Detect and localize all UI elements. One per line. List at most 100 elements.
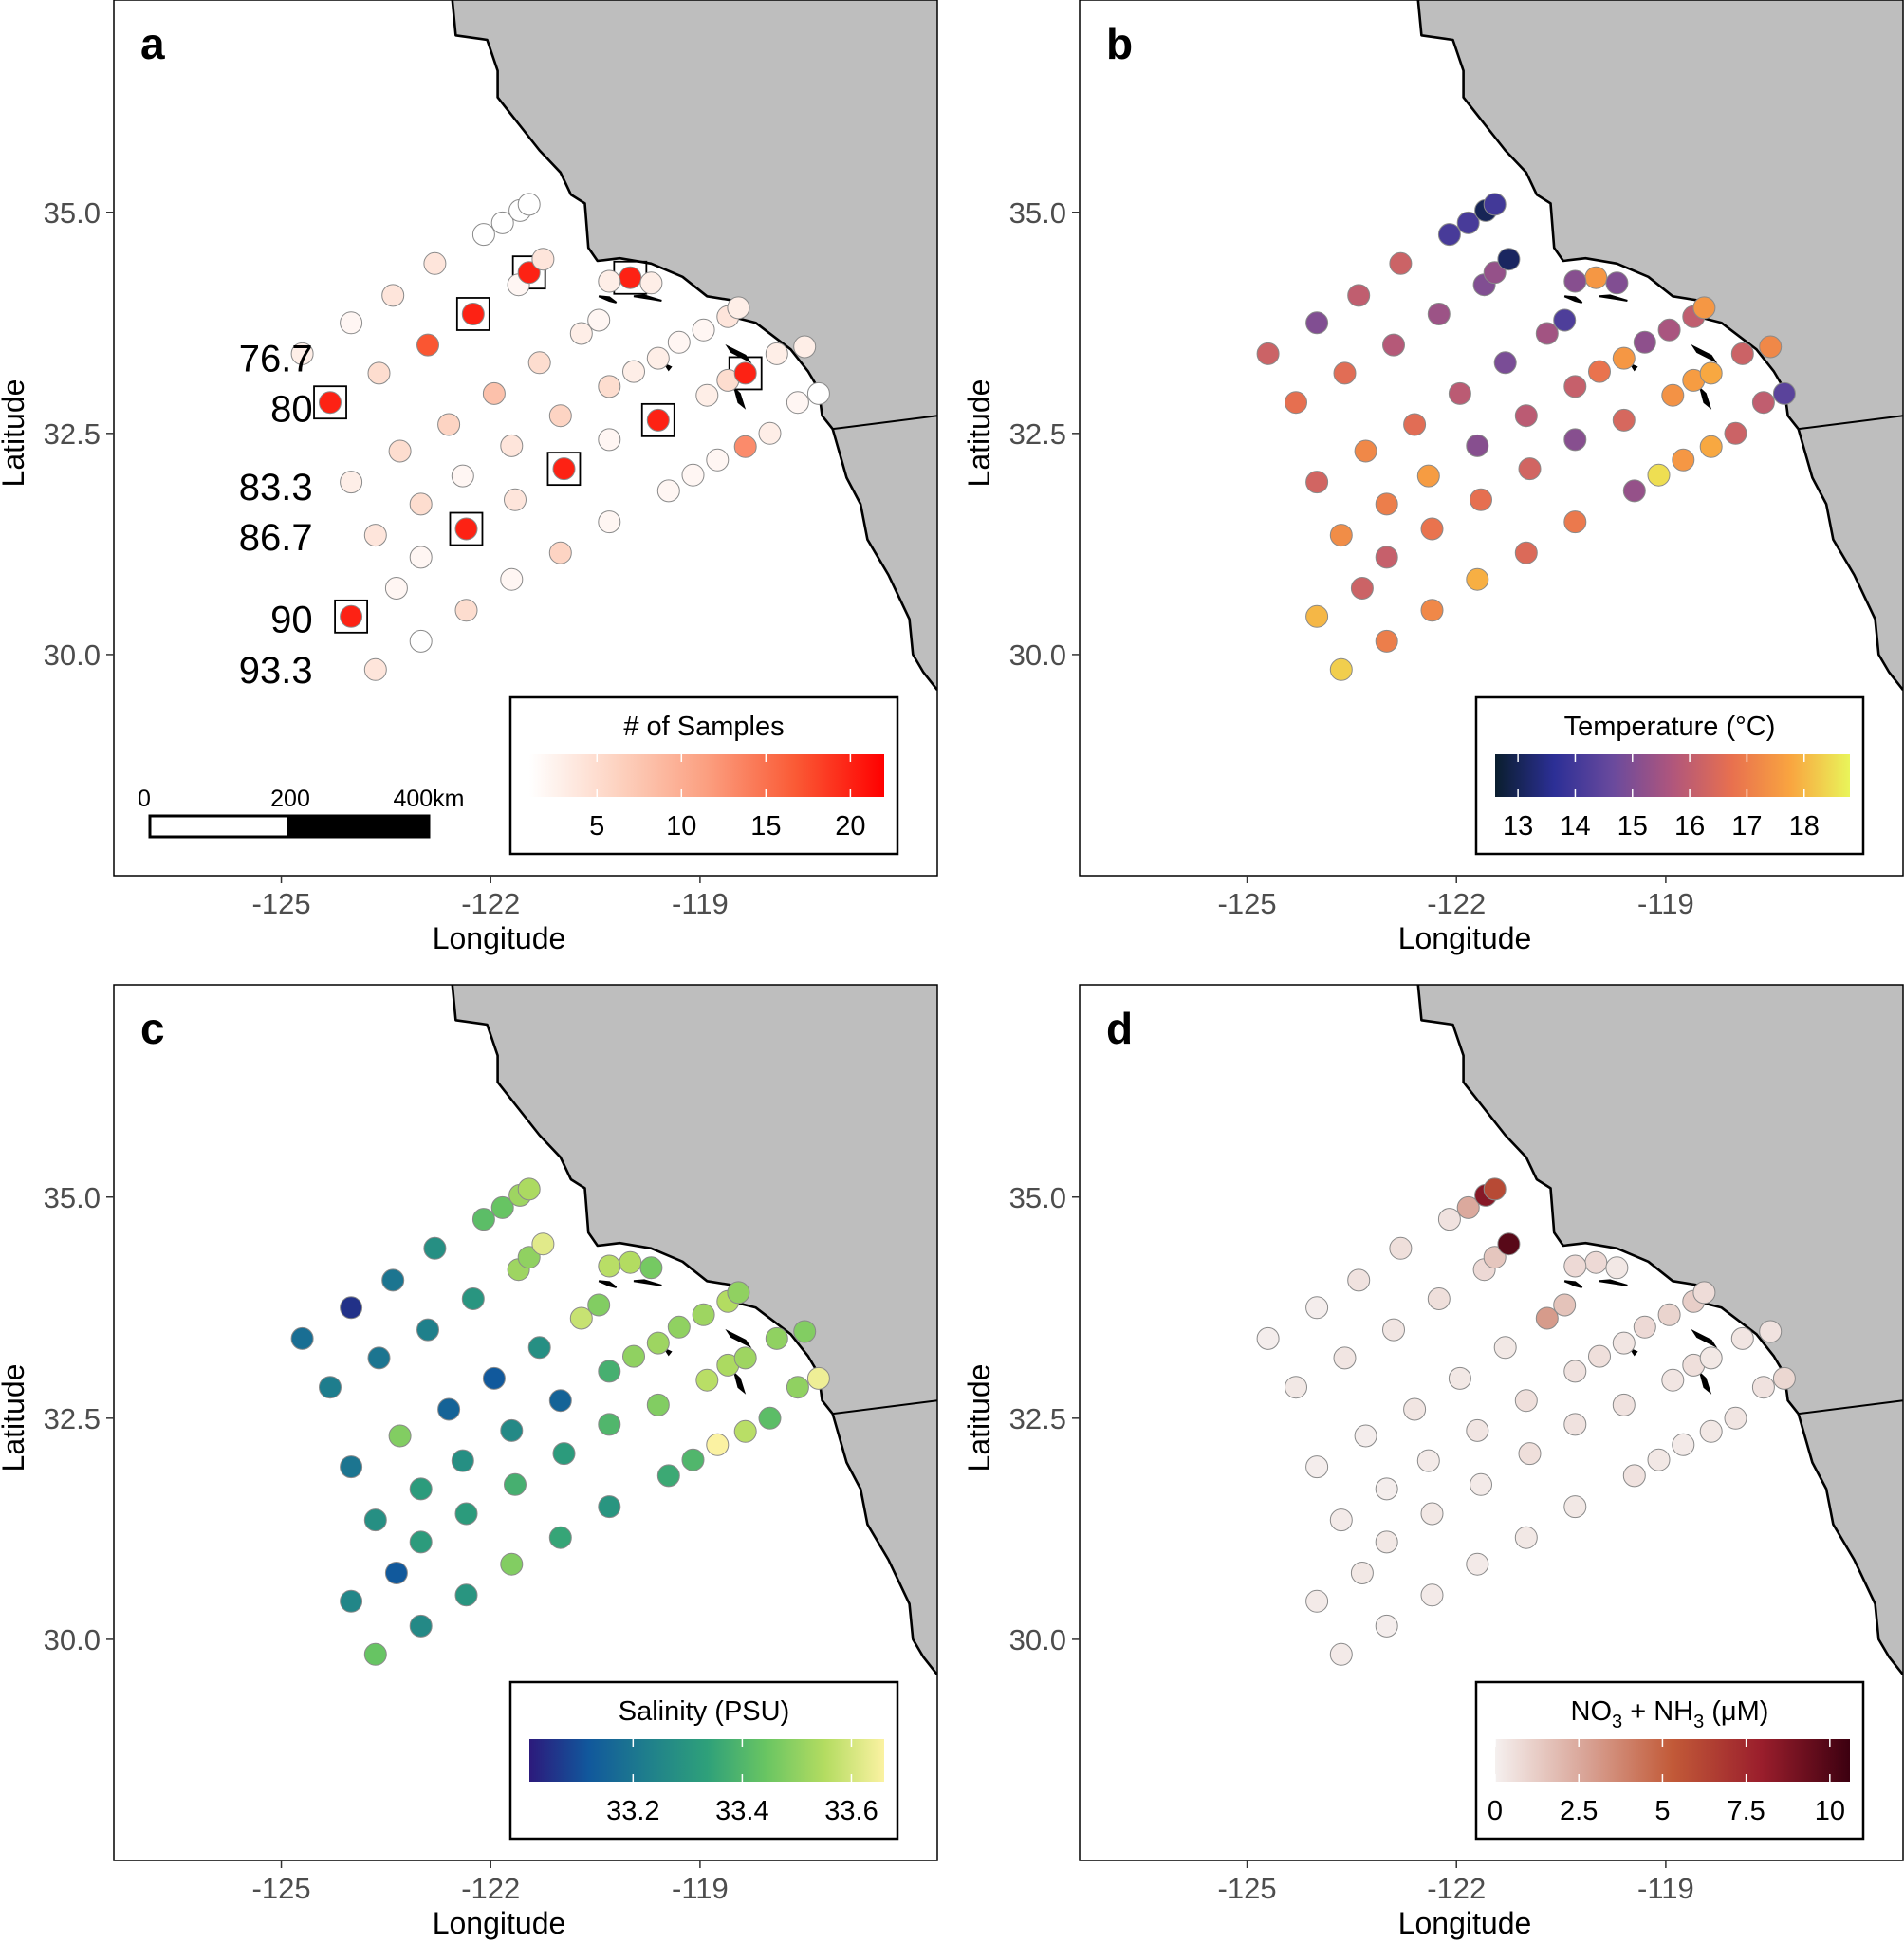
station-point bbox=[500, 567, 524, 591]
y-tick-label: 32.5 bbox=[44, 1402, 101, 1435]
land-b bbox=[1417, 0, 1903, 691]
station-point bbox=[1730, 1326, 1754, 1350]
station-box bbox=[449, 511, 484, 546]
station-point bbox=[504, 1472, 527, 1496]
station-point bbox=[1375, 546, 1398, 569]
station-point bbox=[1448, 381, 1471, 405]
station-point bbox=[367, 1346, 391, 1370]
legend-tick-label: 33.2 bbox=[606, 1796, 659, 1826]
panel-letter-c: c bbox=[140, 1004, 165, 1053]
station-point bbox=[363, 524, 387, 547]
scale-label-400km: 400km bbox=[393, 786, 464, 812]
station-point bbox=[531, 1232, 555, 1256]
station-point bbox=[727, 296, 750, 320]
station-point bbox=[1375, 629, 1398, 653]
station-point bbox=[1647, 463, 1671, 487]
legend-c: Salinity (PSU) 33.2 33.4 33.6 bbox=[508, 1680, 899, 1841]
station-point bbox=[363, 1642, 387, 1666]
legend-tick-label: 17 bbox=[1731, 811, 1762, 842]
station-point bbox=[1553, 308, 1577, 332]
station-point bbox=[758, 1406, 782, 1430]
y-tick-label: 32.5 bbox=[1009, 417, 1066, 451]
map-layer-a bbox=[451, 0, 937, 692]
station-point bbox=[471, 1208, 495, 1231]
x-tick-label: -125 bbox=[1218, 887, 1277, 920]
station-point bbox=[1563, 375, 1587, 398]
station-point bbox=[646, 408, 670, 432]
station-point bbox=[409, 629, 433, 653]
y-tick-label: 35.0 bbox=[44, 1181, 101, 1214]
station-point bbox=[1584, 266, 1608, 289]
line-label-76-7: 76.7 bbox=[239, 339, 313, 380]
station-point bbox=[461, 1287, 485, 1310]
y-tick-label: 30.0 bbox=[44, 638, 101, 672]
legend-tick-label: 5 bbox=[589, 811, 604, 842]
station-point bbox=[1584, 1250, 1608, 1274]
y-tick-label: 30.0 bbox=[1009, 1623, 1066, 1656]
station-point bbox=[1347, 1268, 1371, 1292]
island-c-1 bbox=[633, 1279, 662, 1286]
x-tick-label: -119 bbox=[672, 887, 729, 920]
station-point bbox=[552, 1442, 576, 1466]
station-point bbox=[517, 1177, 541, 1201]
station-point bbox=[695, 383, 719, 407]
station-point bbox=[548, 541, 572, 564]
y-axis-title: Latitude bbox=[0, 379, 30, 488]
station-point bbox=[1622, 1464, 1646, 1488]
legend-tick-label: 33.4 bbox=[715, 1796, 768, 1826]
island-a-1 bbox=[633, 294, 662, 302]
legend-b: Temperature (°C) 13 14 15 16 17 18 bbox=[1474, 695, 1865, 856]
axes-c: -125 -122 -119 30.0 32.5 35.0 Longitude Latitud… bbox=[0, 1181, 729, 1940]
station-point bbox=[1563, 1495, 1587, 1519]
station-points-a bbox=[290, 193, 830, 681]
station-point bbox=[1305, 311, 1329, 335]
island-b-2 bbox=[1691, 343, 1718, 363]
island-c-2 bbox=[725, 1328, 752, 1348]
station-point bbox=[1657, 318, 1681, 342]
station-point bbox=[1699, 435, 1723, 458]
station-point bbox=[727, 1281, 750, 1305]
island-a-0 bbox=[598, 295, 618, 304]
station-point bbox=[1350, 1562, 1374, 1584]
station-point bbox=[1493, 351, 1517, 375]
station-point bbox=[500, 1552, 524, 1576]
station-point bbox=[1612, 1331, 1636, 1355]
station-point bbox=[1350, 577, 1374, 600]
legend-tick-label: 15 bbox=[1617, 811, 1648, 842]
station-point bbox=[454, 599, 478, 622]
station-point bbox=[1622, 479, 1646, 503]
station-point bbox=[409, 1530, 433, 1554]
station-point bbox=[1514, 1389, 1538, 1413]
legend-tick-label: 20 bbox=[835, 811, 865, 842]
station-point bbox=[1751, 1376, 1775, 1399]
legend-tick-label: 18 bbox=[1789, 811, 1820, 842]
station-point bbox=[548, 1389, 572, 1413]
panel-b: b Temperature (°C) 13 14 15 16 17 18 -125 -122… bbox=[962, 0, 1904, 955]
station-point bbox=[1605, 1256, 1629, 1280]
station-point bbox=[1347, 284, 1371, 307]
station-point bbox=[548, 404, 572, 428]
legend-tick-label: 5 bbox=[1654, 1796, 1670, 1826]
station-point bbox=[1305, 604, 1329, 628]
island-b-0 bbox=[1563, 295, 1583, 304]
station-point bbox=[1605, 271, 1629, 295]
station-point bbox=[1483, 261, 1507, 285]
legend-tick-label: 10 bbox=[666, 811, 696, 842]
coastline-b bbox=[1416, 0, 1903, 692]
station-point bbox=[598, 510, 621, 534]
station-point bbox=[1256, 342, 1280, 365]
coastline-c bbox=[451, 985, 937, 1676]
station-point bbox=[290, 1326, 314, 1350]
station-point bbox=[1563, 1254, 1587, 1278]
station-point bbox=[1483, 1246, 1507, 1269]
station-point bbox=[367, 361, 391, 385]
land-c bbox=[452, 985, 937, 1675]
panel-border-b bbox=[1079, 0, 1904, 877]
station-point bbox=[461, 303, 485, 325]
legend-tick-label: 7.5 bbox=[1727, 1796, 1765, 1826]
station-point bbox=[1699, 361, 1723, 385]
station-point bbox=[1403, 1397, 1427, 1421]
station-point bbox=[681, 463, 705, 487]
legend-d: NO3 + NH3 (μM) 0 2.5 5 7.5 10 bbox=[1474, 1680, 1865, 1841]
